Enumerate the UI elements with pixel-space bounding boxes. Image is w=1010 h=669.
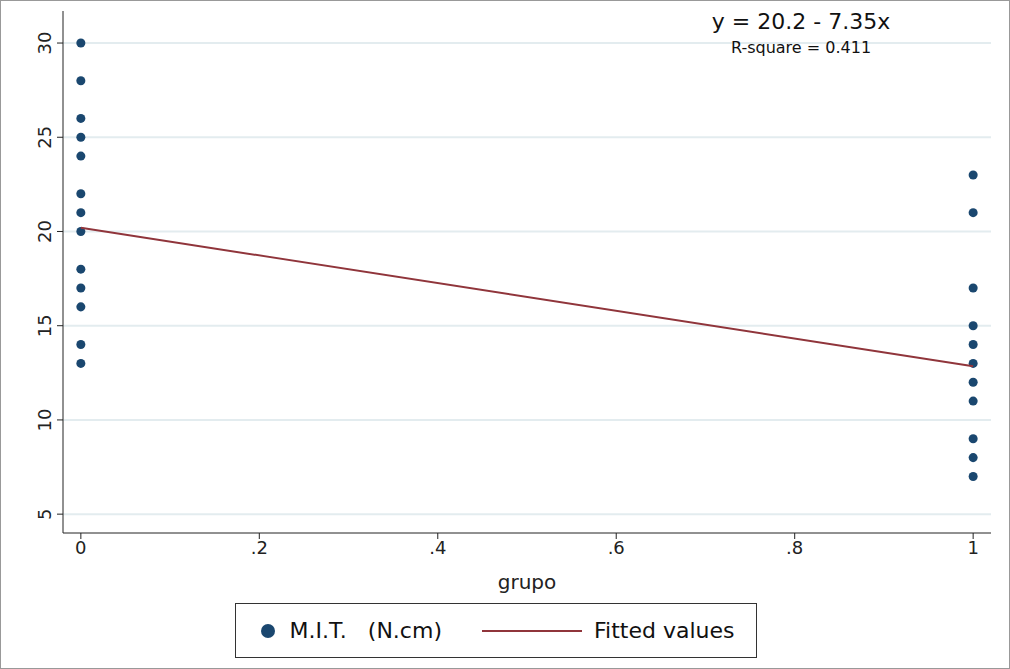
svg-text:5: 5 — [34, 508, 55, 519]
html-text:Fitted values: Fitted values — [594, 618, 735, 643]
svg-text:0: 0 — [75, 537, 86, 558]
svg-text:.6: .6 — [608, 537, 625, 558]
svg-text:.2: .2 — [251, 537, 268, 558]
html-text:M.I.T. (N.cm): M.I.T. (N.cm) — [289, 618, 442, 643]
svg-text:1: 1 — [967, 537, 978, 558]
svg-text:25: 25 — [34, 126, 55, 149]
svg-text:10: 10 — [34, 408, 55, 431]
svg-text:20: 20 — [34, 220, 55, 243]
svg-text:.4: .4 — [429, 537, 446, 558]
svg-text:30: 30 — [34, 32, 55, 55]
html-text:y = 20.2 - 7.35x: y = 20.2 - 7.35x — [711, 9, 891, 34]
html-text:R-square = 0.411: R-square = 0.411 — [730, 38, 872, 57]
svg-text:15: 15 — [34, 314, 55, 337]
svg-text:.8: .8 — [786, 537, 803, 558]
svg-text:grupo: grupo — [498, 570, 557, 594]
